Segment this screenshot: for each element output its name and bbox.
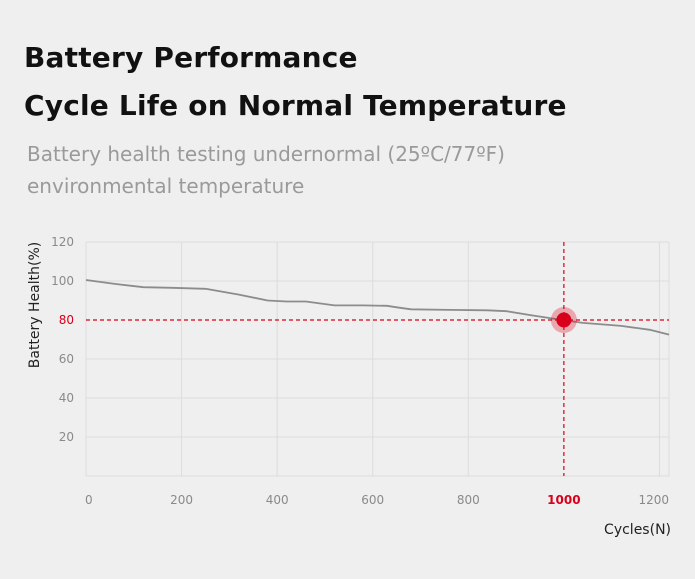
x-tick-label: 1200 xyxy=(638,493,669,507)
series-line xyxy=(85,279,670,336)
x-tick-label: 200 xyxy=(170,493,193,507)
x-tick-label: 400 xyxy=(266,493,289,507)
y-axis-label: Battery Health(%) xyxy=(27,242,43,368)
highlight-guides xyxy=(86,242,669,476)
y-tick-label: 100 xyxy=(51,274,74,288)
x-tick-label: 0 xyxy=(85,493,93,507)
x-axis-label: Cycles(N) xyxy=(604,522,671,538)
highlight-point xyxy=(556,312,572,328)
title-line-2: Cycle Life on Normal Temperature xyxy=(24,89,567,122)
x-tick-label: 600 xyxy=(361,493,384,507)
y-tick-label: 60 xyxy=(59,352,74,366)
y-tick-label: 20 xyxy=(59,430,74,444)
y-tick-label: 120 xyxy=(51,235,74,249)
series-group xyxy=(85,279,670,336)
chart-subtitle: Battery health testing undernormal (25ºC… xyxy=(27,142,505,198)
y-tick-label: 80 xyxy=(59,313,74,327)
y-tick-label: 40 xyxy=(59,391,74,405)
x-tick-label: 800 xyxy=(457,493,480,507)
chart-title: Battery Performance Cycle Life on Normal… xyxy=(24,34,567,130)
title-line-1: Battery Performance xyxy=(24,41,358,74)
x-tick-label: 1000 xyxy=(547,493,580,507)
chart-grid xyxy=(85,241,670,477)
